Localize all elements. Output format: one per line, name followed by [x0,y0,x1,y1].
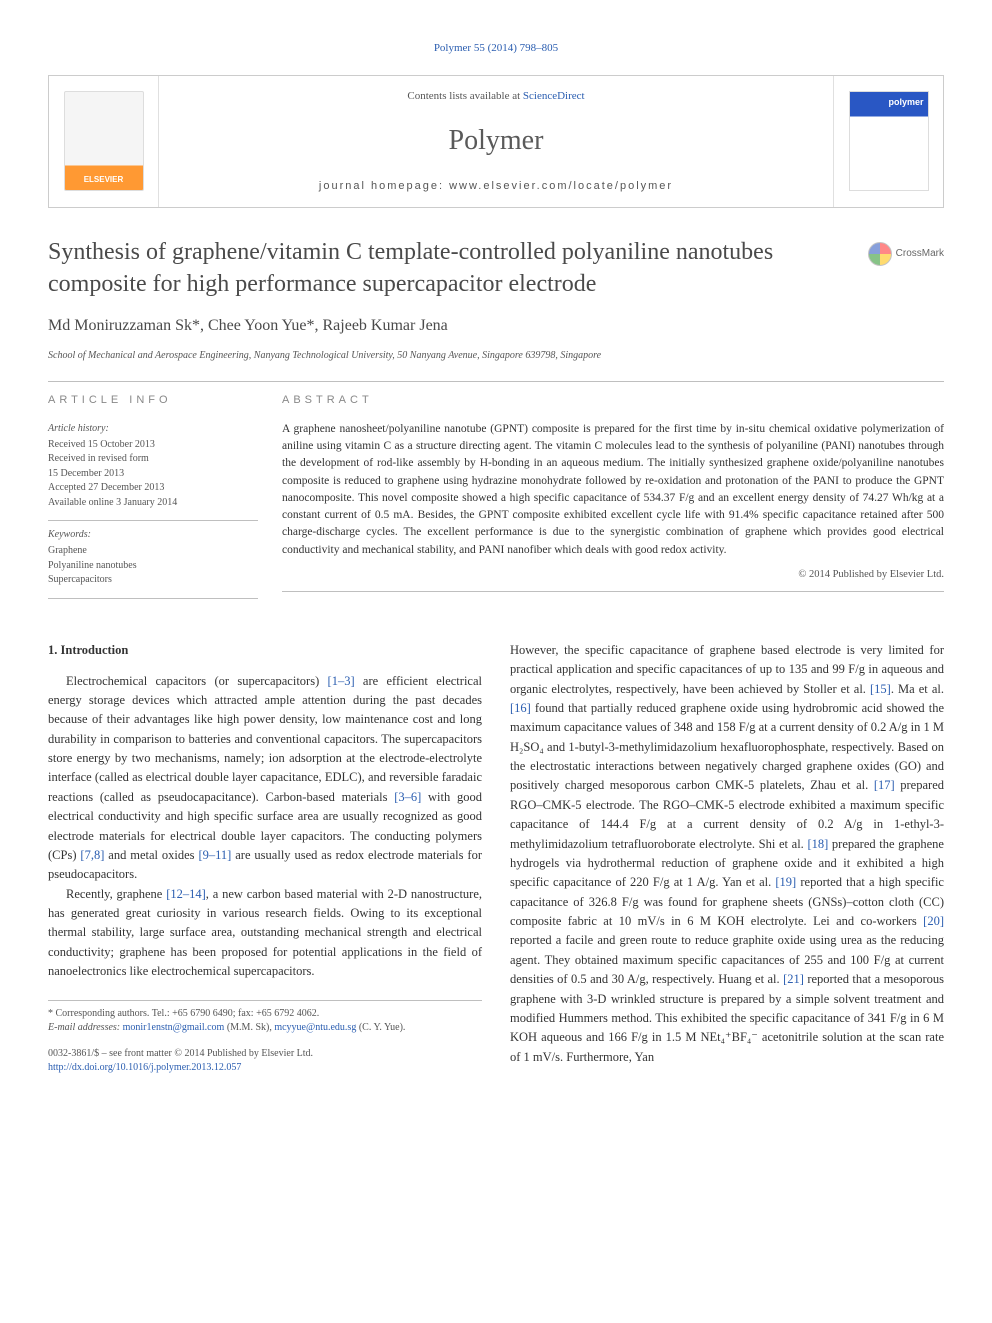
section-heading: 1. Introduction [48,641,482,660]
ref-link[interactable]: [1–3] [328,674,355,688]
header-center: Contents lists available at ScienceDirec… [159,76,833,207]
text: are efficient electrical energy storage … [48,674,482,804]
body-columns: 1. Introduction Electrochemical capacito… [48,641,944,1075]
contents-line: Contents lists available at ScienceDirec… [407,88,584,105]
keyword: Polyaniline nanotubes [48,559,258,574]
ref-link[interactable]: [17] [874,778,895,792]
copyright: © 2014 Published by Elsevier Ltd. [282,567,944,583]
email-who: (M.M. Sk), [224,1022,274,1033]
homepage-line: journal homepage: www.elsevier.com/locat… [319,178,673,195]
journal-cover-box: polymer [833,76,943,207]
ref-link[interactable]: [19] [775,875,796,889]
elsevier-logo: ELSEVIER [64,91,144,191]
para: However, the specific capacitance of gra… [510,641,944,1067]
sciencedirect-link[interactable]: ScienceDirect [523,90,585,102]
history-line: Received in revised form [48,452,258,467]
homepage-prefix: journal homepage: [319,180,449,192]
rule [48,598,258,599]
rule [282,591,944,592]
article-info: ARTICLE INFO Article history: Received 1… [48,392,258,599]
text: Recently, graphene [66,887,166,901]
abstract-col: ABSTRACT A graphene nanosheet/polyanilin… [282,392,944,599]
journal-name: Polymer [449,120,544,162]
crossmark-badge[interactable]: CrossMark [868,242,944,266]
ref-link[interactable]: [16] [510,701,531,715]
para: Electrochemical capacitors (or supercapa… [48,672,482,885]
homepage-url[interactable]: www.elsevier.com/locate/polymer [449,180,673,192]
text: Electrochemical capacitors (or supercapa… [66,674,328,688]
abstract-heading: ABSTRACT [282,392,944,409]
emails-line: E-mail addresses: monir1enstn@gmail.com … [48,1021,482,1035]
footnotes: * Corresponding authors. Tel.: +65 6790 … [48,1000,482,1035]
article-info-heading: ARTICLE INFO [48,392,258,409]
footer: 0032-3861/$ – see front matter © 2014 Pu… [48,1047,482,1075]
ref-link[interactable]: [21] [783,972,804,986]
citation-line: Polymer 55 (2014) 798–805 [48,40,944,57]
journal-header: ELSEVIER Contents lists available at Sci… [48,75,944,208]
ref-link[interactable]: [15] [870,682,891,696]
affiliation: School of Mechanical and Aerospace Engin… [48,348,944,363]
crossmark-label: CrossMark [896,246,944,261]
ref-link[interactable]: [18] [807,837,828,851]
publisher-logo-box: ELSEVIER [49,76,159,207]
history-line: Available online 3 January 2014 [48,496,258,511]
ref-link[interactable]: [3–6] [394,790,421,804]
journal-cover-label: polymer [854,96,924,116]
contents-prefix: Contents lists available at [407,90,522,102]
issn-line: 0032-3861/$ – see front matter © 2014 Pu… [48,1047,482,1061]
keywords-label: Keywords: [48,520,258,542]
text: and metal oxides [104,848,198,862]
history-line: Received 15 October 2013 [48,438,258,453]
para: Recently, graphene [12–14], a new carbon… [48,885,482,982]
keyword: Supercapacitors [48,573,258,588]
ref-link[interactable]: [20] [923,914,944,928]
keyword: Graphene [48,544,258,559]
rule [48,381,944,382]
right-column: However, the specific capacitance of gra… [510,641,944,1075]
ref-link[interactable]: [7,8] [80,848,104,862]
abstract-text: A graphene nanosheet/polyaniline nanotub… [282,421,944,559]
history-label: Article history: [48,421,258,436]
email-link[interactable]: mcyyue@ntu.edu.sg [274,1022,356,1033]
journal-cover: polymer [849,91,929,191]
crossmark-icon [868,242,892,266]
emails-label: E-mail addresses: [48,1022,123,1033]
ref-link[interactable]: [12–14] [166,887,206,901]
history-line: Accepted 27 December 2013 [48,481,258,496]
ref-link[interactable]: [9–11] [198,848,231,862]
authors: Md Moniruzzaman Sk*, Chee Yoon Yue*, Raj… [48,314,944,338]
left-column: 1. Introduction Electrochemical capacito… [48,641,482,1075]
email-link[interactable]: monir1enstn@gmail.com [123,1022,225,1033]
article-title: Synthesis of graphene/vitamin C template… [48,236,848,301]
email-who: (C. Y. Yue). [356,1022,405,1033]
text: . Ma et al. [891,682,944,696]
history-line: 15 December 2013 [48,467,258,482]
doi-link[interactable]: http://dx.doi.org/10.1016/j.polymer.2013… [48,1062,241,1073]
corresponding-line: * Corresponding authors. Tel.: +65 6790 … [48,1007,482,1021]
publisher-label: ELSEVIER [84,174,124,186]
